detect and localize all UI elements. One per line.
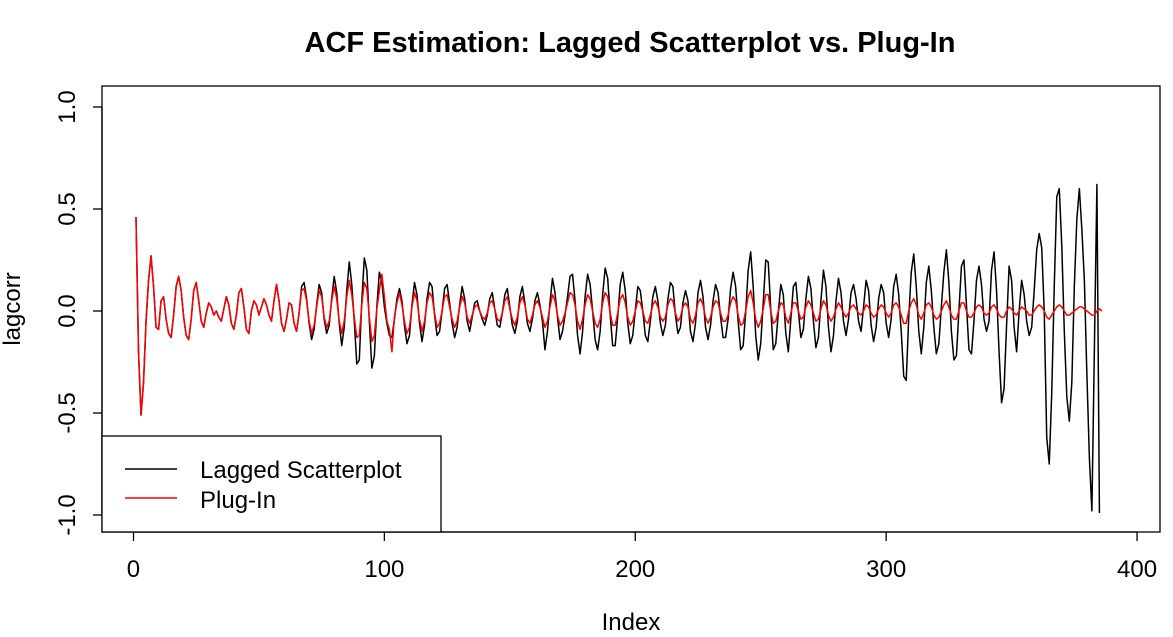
legend-label-plug-in: Plug-In [200, 487, 276, 514]
chart-title: ACF Estimation: Lagged Scatterplot vs. P… [305, 27, 956, 59]
x-tick-label: 200 [615, 556, 655, 583]
series-layer [135, 183, 1103, 513]
x-tick-label: 300 [866, 556, 906, 583]
legend-box [101, 435, 442, 533]
y-tick-label: 1.0 [54, 90, 81, 123]
x-tick-label: 0 [127, 556, 140, 583]
x-axis: 0 100 200 300 400 [127, 531, 1157, 583]
y-tick-label: 0.0 [54, 294, 81, 327]
y-axis-label: lagcorr [0, 272, 26, 345]
x-tick-label: 400 [1117, 556, 1157, 583]
x-axis-label: Index [602, 609, 661, 636]
legend: Lagged Scatterplot Plug-In [101, 435, 442, 533]
series-line-plug-in [135, 217, 1103, 416]
y-tick-label: -0.5 [54, 392, 81, 433]
x-tick-label: 100 [364, 556, 404, 583]
legend-label-lagged-scatterplot: Lagged Scatterplot [200, 457, 402, 484]
y-axis: -1.0 -0.5 0.0 0.5 1.0 [54, 90, 103, 536]
y-tick-label: -1.0 [54, 494, 81, 535]
y-tick-label: 0.5 [54, 192, 81, 225]
